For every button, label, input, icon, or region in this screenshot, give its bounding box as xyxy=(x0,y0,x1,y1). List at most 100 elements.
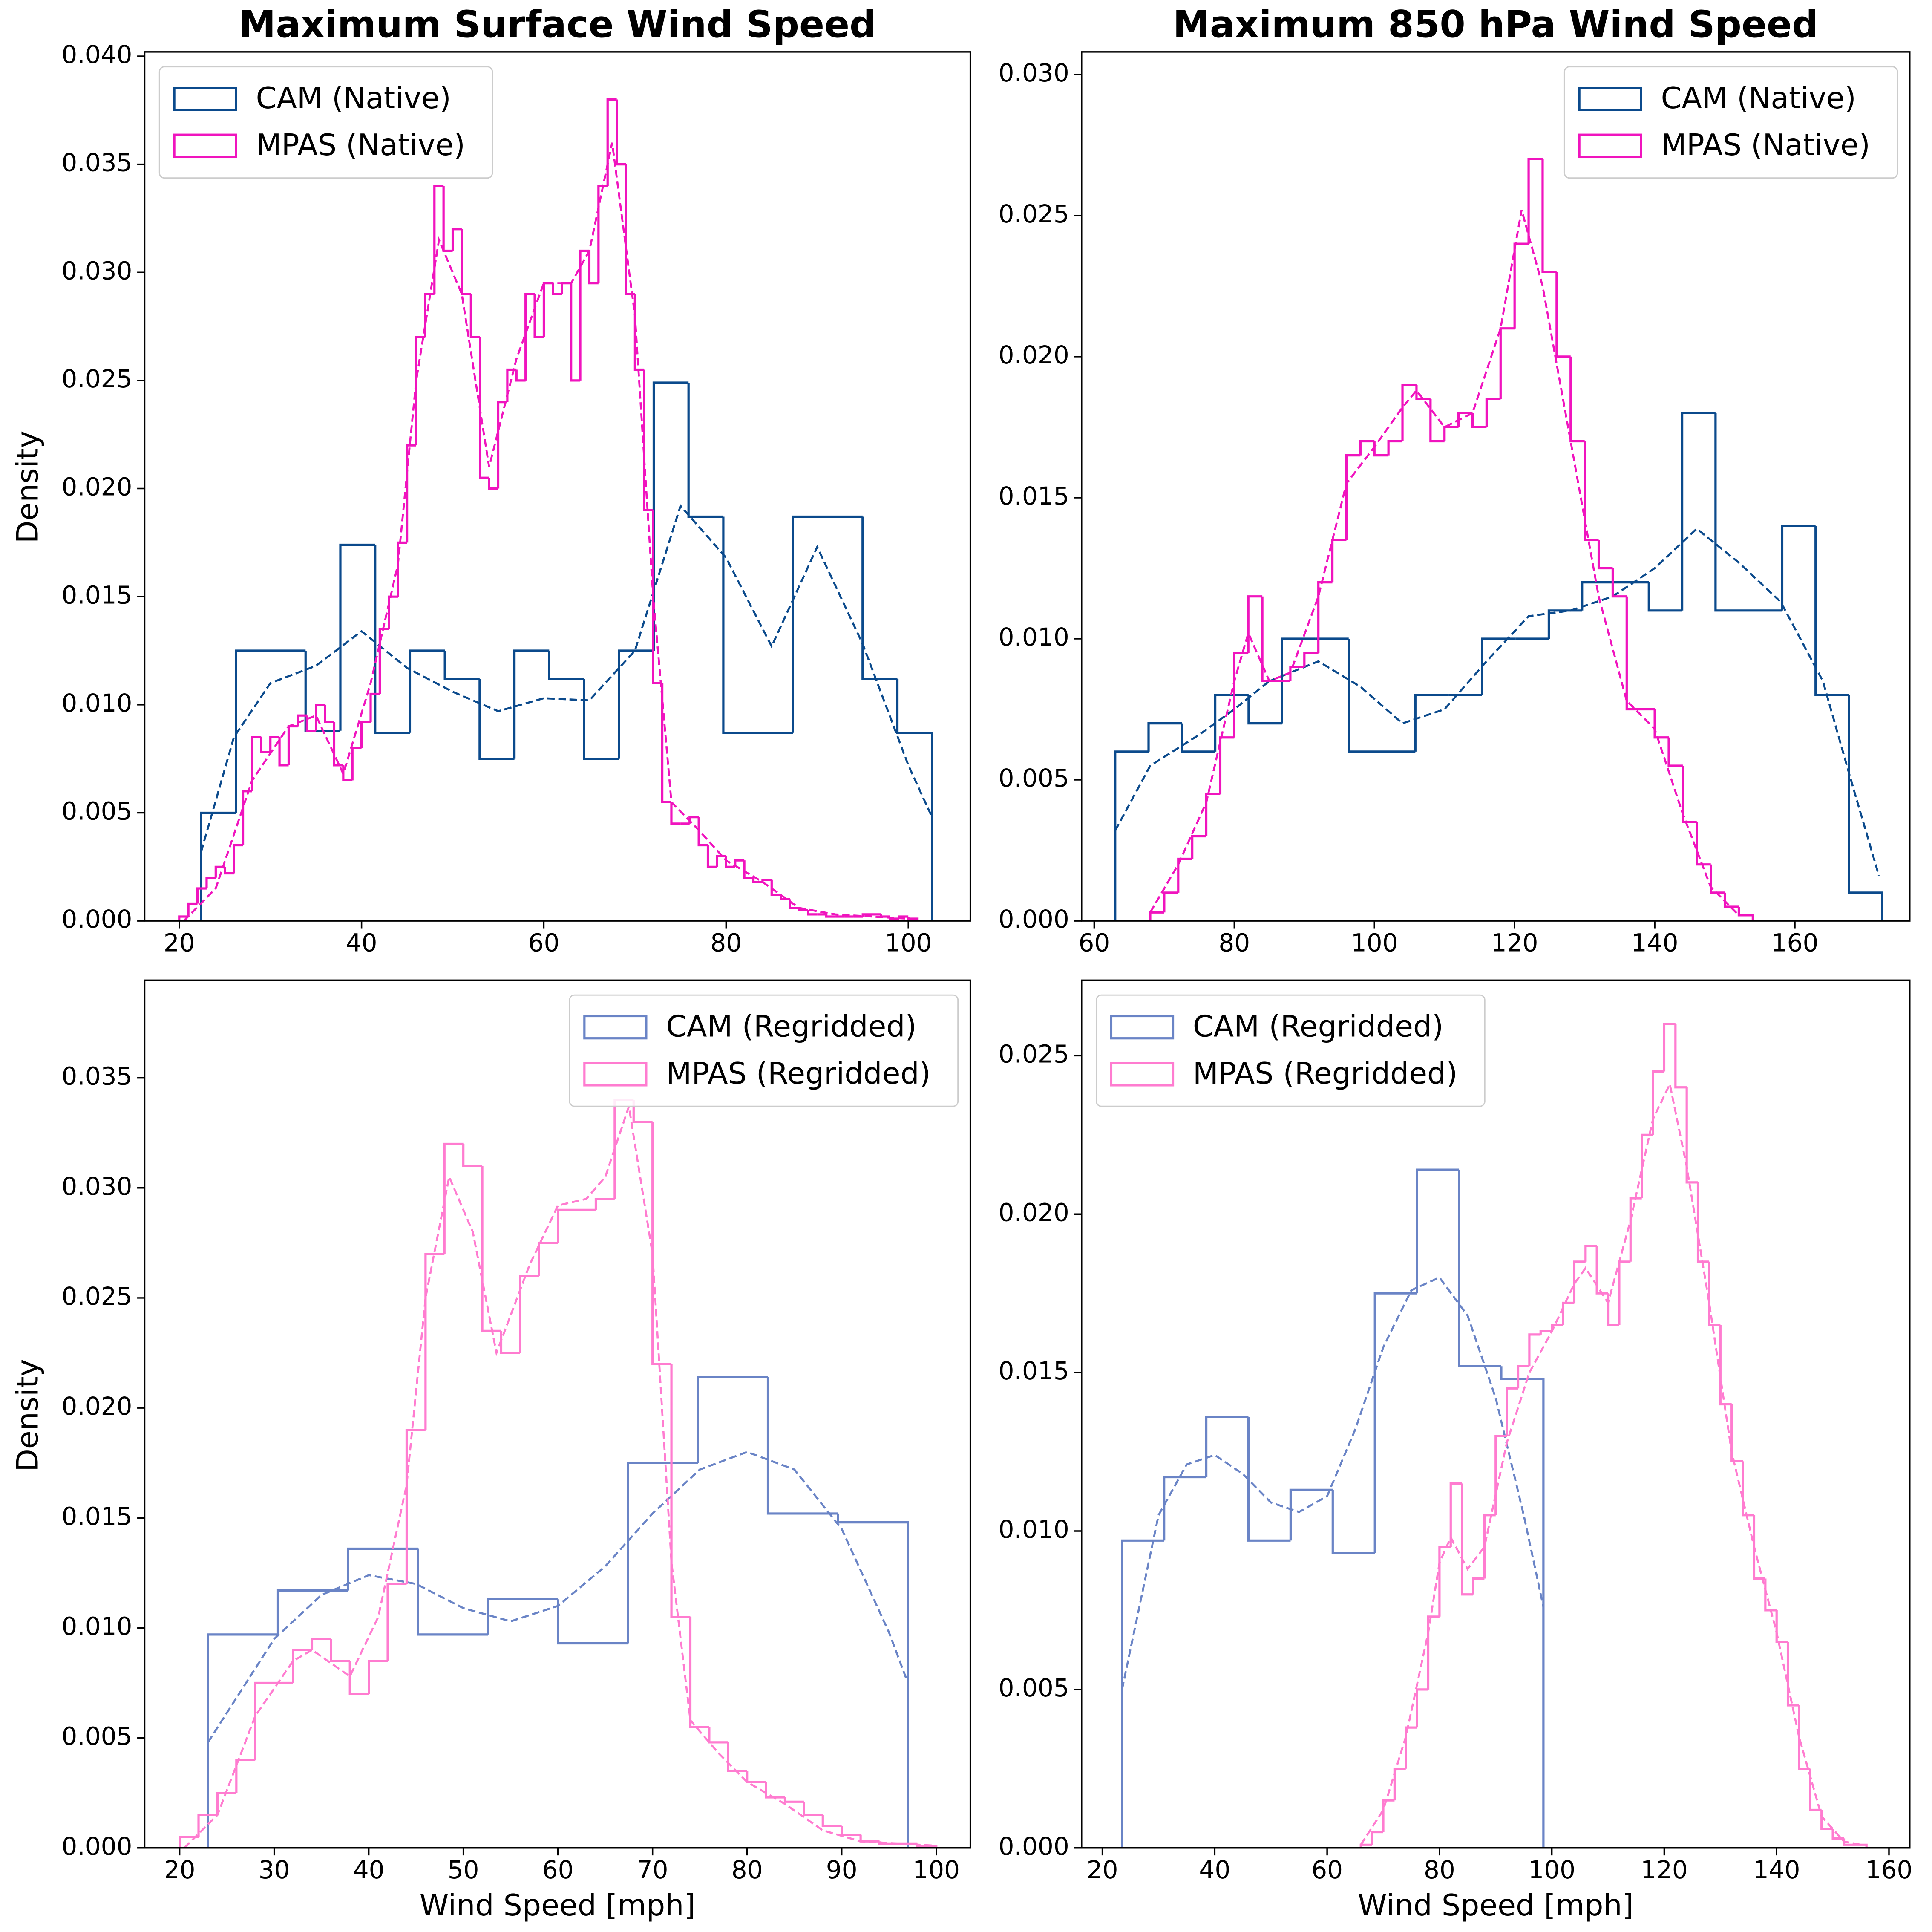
histogram-step xyxy=(1443,426,1459,441)
histogram-step xyxy=(330,1639,350,1662)
kde-line xyxy=(1114,527,1880,876)
histogram-step xyxy=(260,737,271,754)
x-tick-label: 80 xyxy=(1424,1855,1455,1884)
histogram-step xyxy=(1674,1024,1687,1089)
legend-label: CAM (Regridded) xyxy=(1193,1009,1443,1044)
kde-line xyxy=(1121,1276,1545,1690)
histogram-step xyxy=(1317,581,1333,653)
histogram-step xyxy=(1652,1070,1664,1135)
y-tick-label: 0.035 xyxy=(61,1062,132,1091)
histogram-step xyxy=(235,649,271,813)
histogram-step xyxy=(1449,1482,1462,1547)
histogram-step xyxy=(1401,384,1417,441)
x-tick-label: 140 xyxy=(1631,928,1679,957)
histogram-step xyxy=(766,1377,838,1515)
histogram-step xyxy=(1457,412,1473,427)
legend-label: MPAS (Regridded) xyxy=(1193,1056,1457,1091)
histogram-step xyxy=(1714,413,1749,612)
histogram-step xyxy=(305,715,316,732)
y-tick-label: 0.000 xyxy=(61,1832,132,1861)
histogram-step xyxy=(1429,399,1445,443)
histogram-step xyxy=(487,1598,558,1635)
histogram-step xyxy=(752,877,763,883)
y-tick-label: 0.000 xyxy=(999,1832,1069,1861)
histogram-step xyxy=(670,1364,691,1618)
x-tick-label: 80 xyxy=(710,928,742,957)
y-tick-label: 0.000 xyxy=(61,905,132,934)
histogram-step xyxy=(616,99,626,166)
histogram-step xyxy=(1831,1829,1844,1840)
histogram-step xyxy=(315,704,325,731)
histogram-step xyxy=(276,1589,348,1635)
histogram-step xyxy=(1527,158,1543,244)
legend-swatch xyxy=(1578,87,1642,111)
x-tick-label: 40 xyxy=(1199,1855,1230,1884)
histogram-step xyxy=(1499,327,1515,399)
legend-label: MPAS (Regridded) xyxy=(666,1056,930,1091)
histogram-step xyxy=(861,913,872,917)
histogram-step xyxy=(1414,694,1449,752)
histogram-step xyxy=(178,915,189,921)
x-tick-label: 160 xyxy=(1866,1855,1913,1884)
legend: CAM (Regridded) MPAS (Regridded) xyxy=(569,994,959,1107)
histogram-step xyxy=(1506,1387,1518,1436)
x-tick-label: 80 xyxy=(731,1855,763,1884)
histogram-step xyxy=(1611,568,1627,598)
histogram-step xyxy=(1513,242,1529,329)
histogram-step xyxy=(515,369,526,382)
y-tick-label: 0.020 xyxy=(61,1392,132,1421)
histogram-step xyxy=(1641,1133,1653,1199)
histogram-step xyxy=(627,1462,698,1644)
legend-label: MPAS (Native) xyxy=(256,128,465,162)
histogram-step xyxy=(1742,1461,1754,1517)
histogram-step xyxy=(1149,911,1164,921)
histogram-step xyxy=(478,678,515,760)
histogram-step xyxy=(1348,639,1382,753)
histogram-step xyxy=(269,736,280,753)
x-tick-label: 60 xyxy=(542,1855,574,1884)
histogram-step xyxy=(479,337,489,479)
histogram-step xyxy=(360,721,371,748)
histogram-step xyxy=(708,1727,728,1744)
histogram-step xyxy=(783,1797,804,1803)
x-tick-label: 30 xyxy=(259,1855,290,1884)
legend: CAM (Regridded) MPAS (Regridded) xyxy=(1096,994,1486,1107)
histogram-step xyxy=(1517,1365,1529,1389)
histogram-step xyxy=(792,515,828,733)
histogram-step xyxy=(1629,1197,1642,1262)
legend-swatch xyxy=(173,133,237,159)
histogram-step xyxy=(196,887,207,904)
histogram-step xyxy=(200,811,236,921)
y-tick-label: 0.005 xyxy=(999,764,1069,793)
y-tick-label: 0.005 xyxy=(61,1722,132,1751)
histogram-step xyxy=(1494,1435,1507,1515)
histogram-step xyxy=(1696,1182,1709,1263)
axes-frame xyxy=(1081,51,1911,922)
histogram-step xyxy=(1710,864,1725,894)
histogram-step xyxy=(1371,1831,1384,1845)
histogram-step xyxy=(716,855,726,867)
histogram-step xyxy=(324,704,334,724)
y-tick-label: 0.020 xyxy=(999,1198,1069,1227)
x-tick-label: 40 xyxy=(346,928,377,957)
histogram-step xyxy=(304,651,340,732)
histogram-step xyxy=(1798,1705,1811,1770)
histogram-step xyxy=(1233,652,1249,738)
legend-box xyxy=(1563,66,1898,179)
histogram-step xyxy=(538,1242,558,1276)
histogram-step xyxy=(557,1208,577,1243)
histogram-step xyxy=(424,1253,445,1430)
histogram-step xyxy=(1281,637,1316,724)
x-tick-label: 40 xyxy=(353,1855,385,1884)
y-tick-label: 0.025 xyxy=(999,199,1069,228)
histogram-step xyxy=(697,1376,768,1463)
histogram-step xyxy=(405,1429,426,1584)
y-tick-label: 0.010 xyxy=(61,689,132,718)
histogram-step xyxy=(1483,1514,1496,1579)
axes-frame xyxy=(144,979,971,1849)
histogram-step xyxy=(207,1633,278,1848)
histogram-step xyxy=(197,1814,218,1837)
histogram-step xyxy=(780,895,790,901)
legend-swatch xyxy=(1578,133,1642,159)
